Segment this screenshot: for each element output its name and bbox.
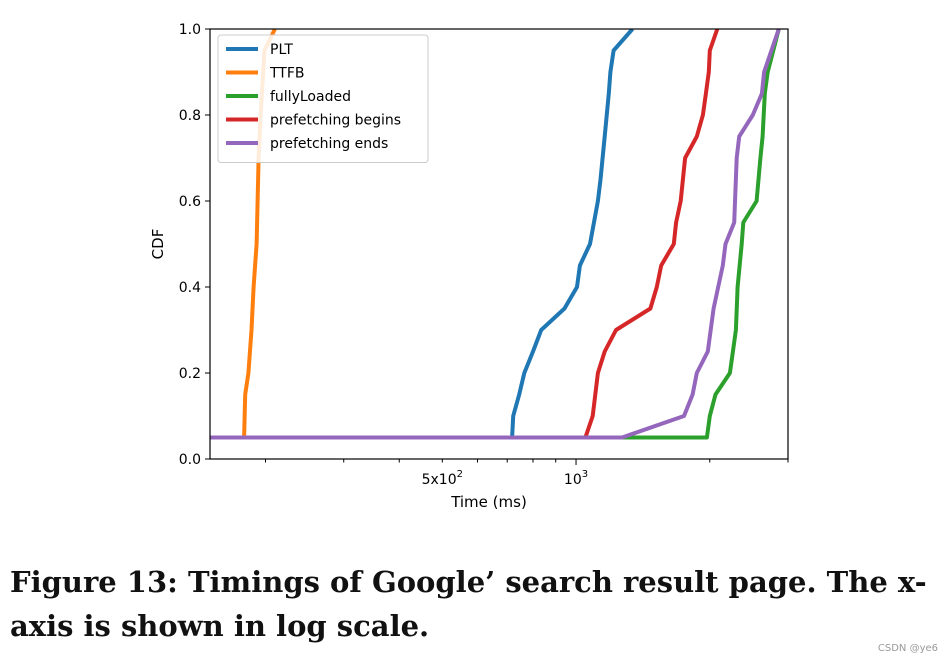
legend-box: [217, 34, 429, 163]
y-tick-label: 0.0: [179, 452, 201, 468]
watermark: CSDN @ye6: [877, 643, 938, 654]
y-tick-label: 0.2: [179, 366, 201, 382]
x-tick-label: 5x102: [422, 469, 463, 488]
plot-frame: [209, 28, 789, 460]
legend-label: TTFB: [269, 66, 305, 82]
y-tick-label: 0.6: [179, 194, 201, 210]
y-axis-label: CDF: [149, 229, 167, 260]
series-line-plt: [210, 29, 635, 440]
y-tick-label: 1.0: [179, 22, 201, 38]
x-tick-label: 103: [564, 469, 588, 488]
legend-label: PLT: [270, 42, 293, 58]
legend-label: fullyLoaded: [270, 89, 351, 105]
series-line-prefetching-begins: [210, 29, 720, 440]
figure-caption: Figure 13: Timings of Google’ search res…: [10, 565, 927, 643]
y-tick-label: 0.4: [179, 280, 201, 296]
legend-label: prefetching ends: [270, 136, 388, 152]
y-tick-label: 0.8: [179, 108, 201, 124]
series-line-prefetching-ends: [210, 29, 781, 440]
series-line-fullyloaded: [210, 29, 781, 440]
legend-label: prefetching begins: [270, 113, 401, 129]
cdf-line-chart: 0.0 0.2 0.4 0.6 0.8 1.0 5x102 103 Time (ms) CDF PL…: [149, 22, 789, 511]
x-axis-label: Time (ms): [450, 493, 527, 511]
